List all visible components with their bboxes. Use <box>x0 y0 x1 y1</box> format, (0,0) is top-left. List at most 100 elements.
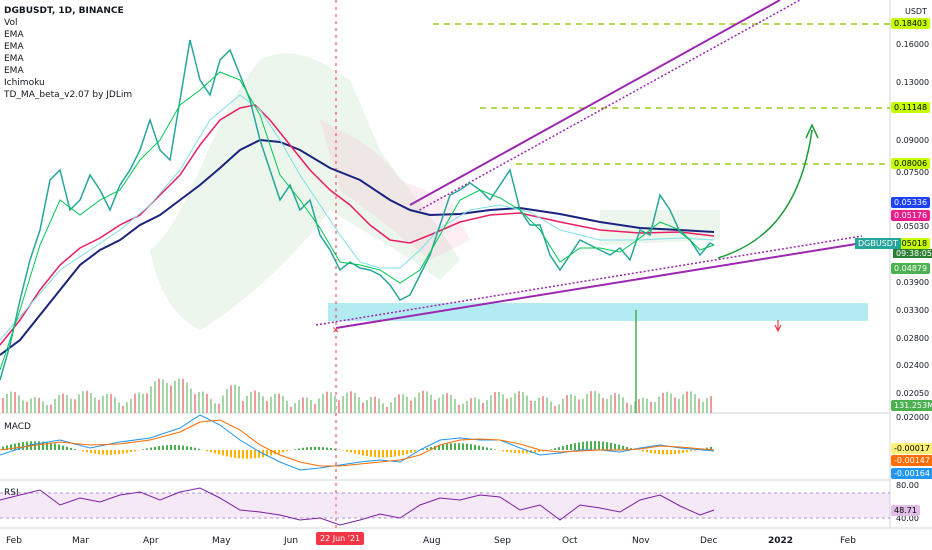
macd-bar <box>222 450 224 456</box>
volume-bar <box>322 393 324 413</box>
upper-channel-line <box>409 0 781 206</box>
time-tick-label: Oct <box>562 536 578 546</box>
volume-bar <box>14 392 16 413</box>
ichimoku-cloud-late <box>600 210 720 245</box>
macd-bar <box>374 450 376 458</box>
indicator-ema-4[interactable]: EMA <box>4 66 24 76</box>
volume-bar <box>126 402 128 413</box>
macd-bar <box>690 450 692 452</box>
volume-bar <box>606 398 608 413</box>
volume-bar <box>54 398 56 413</box>
macd-bar <box>534 450 536 453</box>
volume-bar <box>538 397 540 413</box>
projection-arrowhead <box>805 123 819 139</box>
macd-bar <box>430 447 432 450</box>
chart-legend: DGBUSDT, 1D, BINANCE Vol EMA EMA EMA EMA… <box>4 5 132 101</box>
price-tick-label: 0.02400 <box>896 361 929 370</box>
volume-bar <box>262 396 264 413</box>
volume-bar <box>254 390 256 413</box>
macd-bar <box>582 441 584 450</box>
volume-bar <box>586 393 588 413</box>
volume-bar <box>274 393 276 413</box>
rsi-label[interactable]: RSI <box>4 488 19 498</box>
volume-bar <box>18 395 20 413</box>
indicator-ichimoku[interactable]: Ichimoku <box>4 78 45 88</box>
volume-bar <box>174 380 176 413</box>
volume-bar <box>614 393 616 413</box>
chart-title[interactable]: DGBUSDT, 1D, BINANCE <box>4 6 124 16</box>
macd-bar <box>22 442 24 450</box>
volume-bar <box>526 395 528 413</box>
macd-bar <box>198 448 200 450</box>
macd-bar <box>326 447 328 450</box>
volume-bar <box>218 403 220 413</box>
volume-bar <box>566 395 568 413</box>
volume-bar <box>130 398 132 413</box>
macd-bar <box>62 445 64 450</box>
macd-bar <box>590 441 592 450</box>
macd-bar <box>130 450 132 453</box>
volume-bar <box>666 391 668 413</box>
macd-value-tag: -0.00147 <box>891 455 932 466</box>
volume-bar <box>294 403 296 413</box>
macd-bar <box>150 447 152 450</box>
ema-long <box>0 138 715 356</box>
time-tick-label: Nov <box>632 536 650 546</box>
macd-bar <box>226 450 228 457</box>
volume-bar <box>58 394 60 413</box>
macd-bar <box>234 450 236 458</box>
macd-bar <box>174 445 176 450</box>
macd-bar <box>586 441 588 450</box>
macd-bar <box>342 450 344 451</box>
volume-bar <box>214 403 216 413</box>
macd-bar <box>334 448 336 450</box>
volume-bar <box>110 394 112 413</box>
macd-bar <box>86 450 88 453</box>
indicator-vol[interactable]: Vol <box>4 18 18 28</box>
volume-bar <box>222 395 224 413</box>
macd-bar <box>146 448 148 450</box>
macd-bar <box>282 450 284 453</box>
macd-value-tag: -0.00017 <box>891 443 932 454</box>
indicator-ema-1[interactable]: EMA <box>4 30 24 40</box>
macd-bar <box>230 450 232 458</box>
macd-label[interactable]: MACD <box>4 422 31 432</box>
macd-bar <box>682 450 684 453</box>
indicator-td-ma[interactable]: TD_MA_beta_v2.07 by JDLim <box>4 90 133 100</box>
macd-bar <box>562 446 564 450</box>
time-tick-label: Apr <box>143 536 159 546</box>
lower-trendline <box>335 242 863 329</box>
time-tick-label: 2022 <box>768 536 793 546</box>
time-tick-label: Sep <box>494 536 511 546</box>
volume-bar <box>290 406 292 413</box>
macd-bar <box>454 443 456 450</box>
macd-bar <box>654 450 656 454</box>
macd-bar <box>2 446 4 450</box>
macd-bar <box>106 450 108 455</box>
price-axis[interactable]: 0.16000 0.13000 0.09000 0.07500 0.05030 0.039… <box>896 40 929 523</box>
volume-bar <box>30 398 32 413</box>
volume-bar <box>66 395 68 413</box>
macd-bar <box>686 450 688 453</box>
time-axis[interactable]: FebMarAprMayJunJulAugSepOctNovDec2022Feb <box>6 536 856 546</box>
volume-bar <box>502 394 504 413</box>
upper-channel-dotted <box>415 0 801 213</box>
volume-bar <box>450 394 452 413</box>
indicator-ema-3[interactable]: EMA <box>4 54 24 64</box>
indicator-ema-2[interactable]: EMA <box>4 42 24 52</box>
rsi-tick-label: 80.00 <box>896 481 919 490</box>
macd-bar <box>102 450 104 455</box>
macd-bar <box>94 450 96 454</box>
macd-bar <box>158 446 160 450</box>
volume-bar <box>398 394 400 413</box>
volume-bar <box>350 391 352 413</box>
volume-bar <box>86 390 88 413</box>
volume-bar <box>242 401 244 413</box>
time-tick-label: Feb <box>6 536 22 546</box>
volume-bar <box>314 403 316 413</box>
macd-bar <box>570 444 572 450</box>
volume-bar <box>306 397 308 413</box>
price-tick-label: 0.05030 <box>896 222 929 231</box>
macd-bar <box>522 450 524 454</box>
